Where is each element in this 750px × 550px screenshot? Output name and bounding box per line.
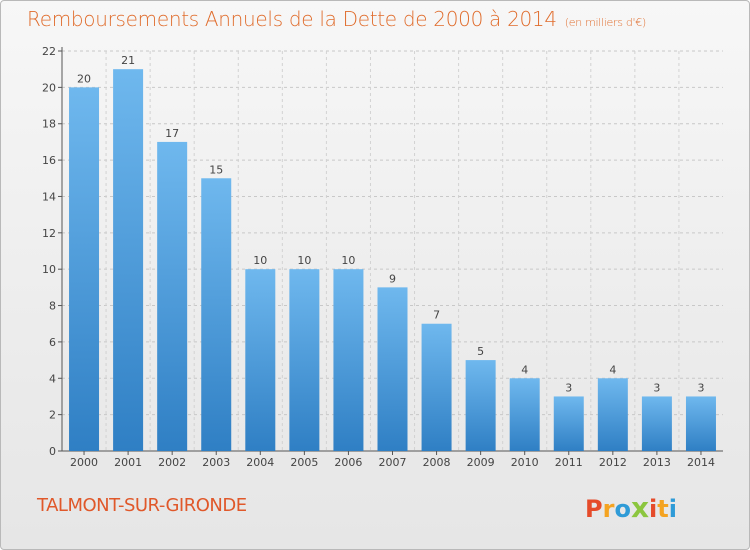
y-tick-label: 12 [42, 227, 56, 240]
data-label: 3 [565, 381, 572, 394]
x-tick-label: 2006 [334, 456, 362, 469]
bar [641, 396, 672, 451]
data-label: 17 [165, 127, 179, 140]
x-tick-label: 2014 [687, 456, 715, 469]
y-tick-label: 16 [42, 154, 56, 167]
x-tick-label: 2007 [379, 456, 407, 469]
logo-letter: P [585, 495, 603, 523]
y-tick-label: 4 [49, 372, 56, 385]
data-label: 5 [477, 345, 484, 358]
data-labels: 20 21 17 15 10 10 10 9 7 5 4 3 4 3 3 [77, 54, 704, 394]
data-label: 10 [341, 254, 355, 267]
x-tick-label: 2008 [423, 456, 451, 469]
y-tick-label: 14 [42, 190, 56, 203]
logo-letter: x [630, 491, 649, 524]
y-tick-label: 10 [42, 263, 56, 276]
bar [553, 396, 584, 451]
x-tick-label: 2000 [70, 456, 98, 469]
data-label: 7 [433, 309, 440, 322]
data-label: 4 [521, 363, 528, 376]
commune-name: TALMONT-SUR-GIRONDE [37, 495, 247, 516]
x-tick-label: 2013 [643, 456, 671, 469]
data-label: 4 [609, 363, 616, 376]
bar [157, 141, 188, 451]
data-label: 10 [297, 254, 311, 267]
y-tick-label: 18 [42, 118, 56, 131]
x-tick-label: 2010 [511, 456, 539, 469]
bar [289, 269, 320, 451]
bar [69, 87, 100, 451]
x-tick-label: 2011 [555, 456, 583, 469]
logo-letter: o [614, 495, 631, 523]
bar [245, 269, 276, 451]
bar [597, 378, 628, 451]
bar [509, 378, 540, 451]
data-label: 9 [389, 272, 396, 285]
x-tick-label: 2004 [246, 456, 274, 469]
x-tick-label: 2009 [467, 456, 495, 469]
y-tick-label: 6 [49, 336, 56, 349]
logo-letter: i [649, 495, 658, 523]
logo-letter: r [602, 495, 615, 523]
bar [685, 396, 716, 451]
bar [465, 360, 496, 451]
chart-subtitle: (en milliers d'€) [564, 16, 646, 29]
data-label: 3 [697, 381, 704, 394]
data-label: 15 [209, 163, 223, 176]
logo-letter: t [657, 495, 669, 523]
bar [421, 323, 452, 451]
data-label: 21 [121, 54, 135, 67]
x-tick-label: 2003 [202, 456, 230, 469]
bar [113, 69, 144, 451]
data-label: 20 [77, 72, 91, 85]
bar [377, 287, 408, 451]
data-label: 3 [653, 381, 660, 394]
x-tick-label: 2001 [114, 456, 142, 469]
bars [69, 69, 716, 452]
y-tick-label: 22 [42, 45, 56, 58]
chart-title-text: Remboursements Annuels de la Dette de 20… [27, 7, 557, 31]
x-tick-label: 2002 [158, 456, 186, 469]
bar [333, 269, 364, 451]
y-tick-label: 2 [49, 409, 56, 422]
y-tick-label: 8 [49, 300, 56, 313]
bar [201, 178, 232, 452]
x-tick-label: 2005 [290, 456, 318, 469]
data-label: 10 [253, 254, 267, 267]
y-tick-label: 20 [42, 81, 56, 94]
chart-title: Remboursements Annuels de la Dette de 20… [27, 7, 646, 31]
logo-letter: i [668, 495, 677, 523]
x-tick-label: 2012 [599, 456, 627, 469]
axes: 0 2 4 6 8 10 12 14 16 18 20 22 2000 2001 2002 2003 2004 2… [42, 45, 723, 469]
y-tick-label: 0 [49, 445, 56, 458]
